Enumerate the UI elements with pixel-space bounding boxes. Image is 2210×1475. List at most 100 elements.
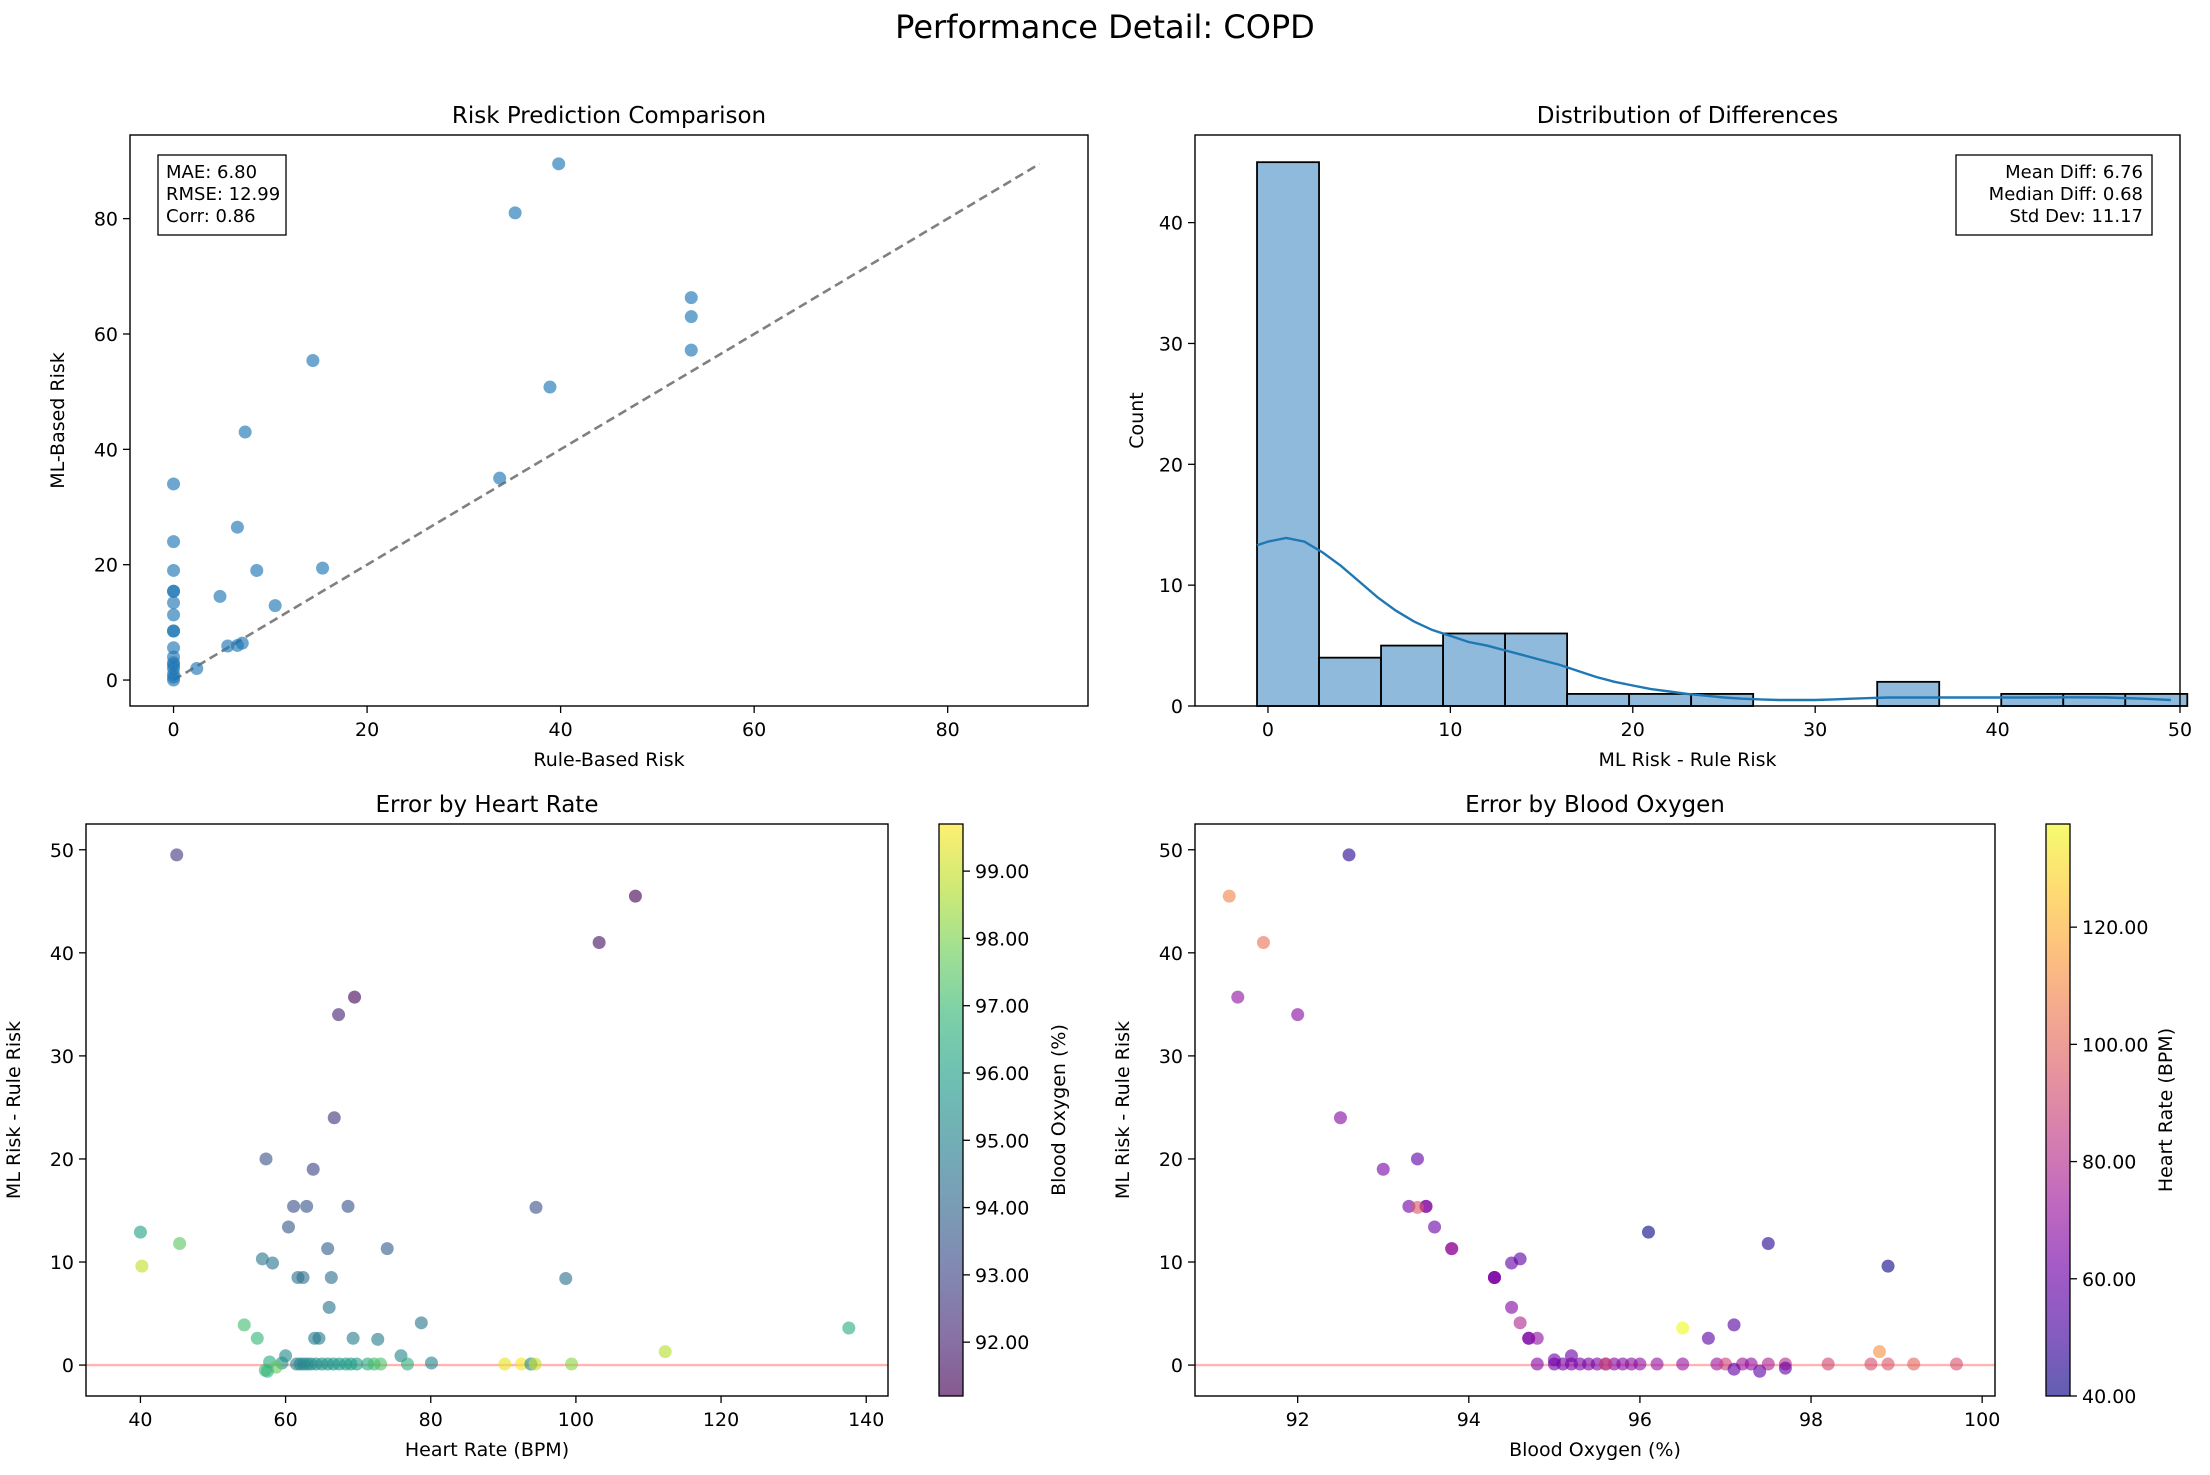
data-point bbox=[255, 1252, 269, 1266]
data-point bbox=[1949, 1357, 1963, 1371]
data-point bbox=[250, 563, 264, 577]
data-point bbox=[684, 291, 698, 305]
data-point bbox=[1599, 1357, 1613, 1371]
stats-line: Std Dev: 11.17 bbox=[2009, 206, 2143, 227]
x-tick-label: 0 bbox=[167, 719, 179, 741]
data-point bbox=[628, 889, 642, 903]
data-point bbox=[316, 561, 330, 575]
stats-line: MAE: 6.80 bbox=[166, 162, 257, 183]
x-tick-label: 140 bbox=[848, 1409, 884, 1431]
data-point bbox=[1821, 1357, 1835, 1371]
data-point bbox=[552, 157, 566, 171]
data-point bbox=[260, 1364, 274, 1378]
data-point bbox=[306, 354, 320, 368]
y-tick-label: 50 bbox=[1159, 840, 1183, 862]
y-tick-label: 0 bbox=[1171, 696, 1183, 718]
data-point bbox=[167, 584, 181, 598]
data-point bbox=[167, 535, 181, 549]
kde-curve bbox=[1256, 536, 2171, 702]
y-tick-label: 80 bbox=[94, 209, 118, 231]
data-point bbox=[1864, 1357, 1878, 1371]
data-point bbox=[498, 1357, 512, 1371]
y-tick-label: 40 bbox=[94, 439, 118, 461]
y-axis-label: ML Risk - Rule Risk bbox=[1112, 1021, 1134, 1199]
axes-frame bbox=[129, 134, 1089, 707]
data-point bbox=[592, 936, 606, 950]
x-tick-label: 0 bbox=[1262, 719, 1274, 741]
panel-title: Distribution of Differences bbox=[1537, 103, 1839, 129]
data-point bbox=[296, 1270, 310, 1284]
colorbar-tick-label: 97.00 bbox=[975, 996, 1029, 1018]
data-point bbox=[842, 1321, 856, 1335]
data-point bbox=[259, 1152, 273, 1166]
axes-frame bbox=[85, 823, 889, 1397]
data-point bbox=[424, 1356, 438, 1370]
y-tick-label: 10 bbox=[50, 1252, 74, 1274]
panel-4: Error by Blood Oxygen 92 94 96 98 100 0 10 20 30 4… bbox=[1112, 792, 2177, 1461]
data-point bbox=[508, 206, 522, 220]
x-axis-label: Heart Rate (BPM) bbox=[405, 1439, 569, 1461]
data-point bbox=[1256, 936, 1270, 950]
data-point bbox=[1727, 1362, 1741, 1376]
data-point bbox=[346, 1331, 360, 1345]
stats-line: RMSE: 12.99 bbox=[166, 184, 280, 205]
x-tick-label: 94 bbox=[1457, 1409, 1481, 1431]
colorbar-tick-label: 80.00 bbox=[2082, 1152, 2136, 1174]
data-point bbox=[167, 641, 181, 655]
data-point bbox=[1530, 1357, 1544, 1371]
data-point bbox=[1333, 1111, 1347, 1125]
data-point bbox=[287, 1199, 301, 1213]
data-point bbox=[543, 380, 557, 394]
data-point bbox=[1222, 889, 1236, 903]
colorbar-tick-label: 99.00 bbox=[975, 861, 1029, 883]
histogram-bar bbox=[1256, 161, 1320, 707]
data-point bbox=[167, 596, 181, 610]
histogram-bar bbox=[2062, 693, 2127, 707]
x-axis-label: ML Risk - Rule Risk bbox=[1598, 749, 1776, 771]
data-point bbox=[321, 1242, 335, 1256]
data-point bbox=[235, 636, 249, 650]
y-axis-label: ML-Based Risk bbox=[47, 352, 69, 489]
y-tick-label: 10 bbox=[1159, 1252, 1183, 1274]
y-tick-label: 40 bbox=[1159, 943, 1183, 965]
data-point bbox=[167, 608, 181, 622]
data-point bbox=[1676, 1357, 1690, 1371]
data-point bbox=[1727, 1318, 1741, 1332]
x-tick-label: 92 bbox=[1286, 1409, 1310, 1431]
data-point bbox=[514, 1357, 528, 1371]
data-point bbox=[1744, 1357, 1758, 1371]
x-axis-label: Blood Oxygen (%) bbox=[1509, 1439, 1681, 1461]
colorbar-tick-label: 92.00 bbox=[975, 1332, 1029, 1354]
data-point bbox=[559, 1272, 573, 1286]
data-point bbox=[1487, 1270, 1501, 1284]
data-point bbox=[1907, 1357, 1921, 1371]
y-tick-label: 40 bbox=[1159, 213, 1183, 235]
data-point bbox=[167, 563, 181, 577]
panel-2: Distribution of Differences 0 10 20 30 40 50 0 1… bbox=[1126, 103, 2192, 771]
data-point bbox=[167, 650, 181, 664]
y-tick-label: 20 bbox=[1159, 454, 1183, 476]
data-point bbox=[374, 1357, 388, 1371]
data-point bbox=[1872, 1345, 1886, 1359]
data-point bbox=[371, 1332, 385, 1346]
y-tick-label: 30 bbox=[1159, 1046, 1183, 1068]
panel-title: Error by Heart Rate bbox=[376, 792, 599, 818]
y-tick-label: 30 bbox=[50, 1046, 74, 1068]
y-tick-label: 20 bbox=[50, 1149, 74, 1171]
y-tick-label: 20 bbox=[94, 555, 118, 577]
y-tick-label: 60 bbox=[94, 324, 118, 346]
data-point bbox=[1513, 1316, 1527, 1330]
colorbar bbox=[938, 823, 964, 1397]
data-point bbox=[135, 1259, 149, 1273]
data-point bbox=[1505, 1300, 1519, 1314]
data-point bbox=[1530, 1331, 1544, 1345]
data-point bbox=[167, 477, 181, 491]
data-point bbox=[1376, 1162, 1390, 1176]
y-tick-label: 10 bbox=[1159, 575, 1183, 597]
colorbar-label: Heart Rate (BPM) bbox=[2155, 1028, 2177, 1192]
data-point bbox=[300, 1199, 314, 1213]
x-tick-label: 30 bbox=[1803, 719, 1827, 741]
colorbar-tick-label: 93.00 bbox=[975, 1265, 1029, 1287]
histogram-bar bbox=[1380, 644, 1444, 707]
